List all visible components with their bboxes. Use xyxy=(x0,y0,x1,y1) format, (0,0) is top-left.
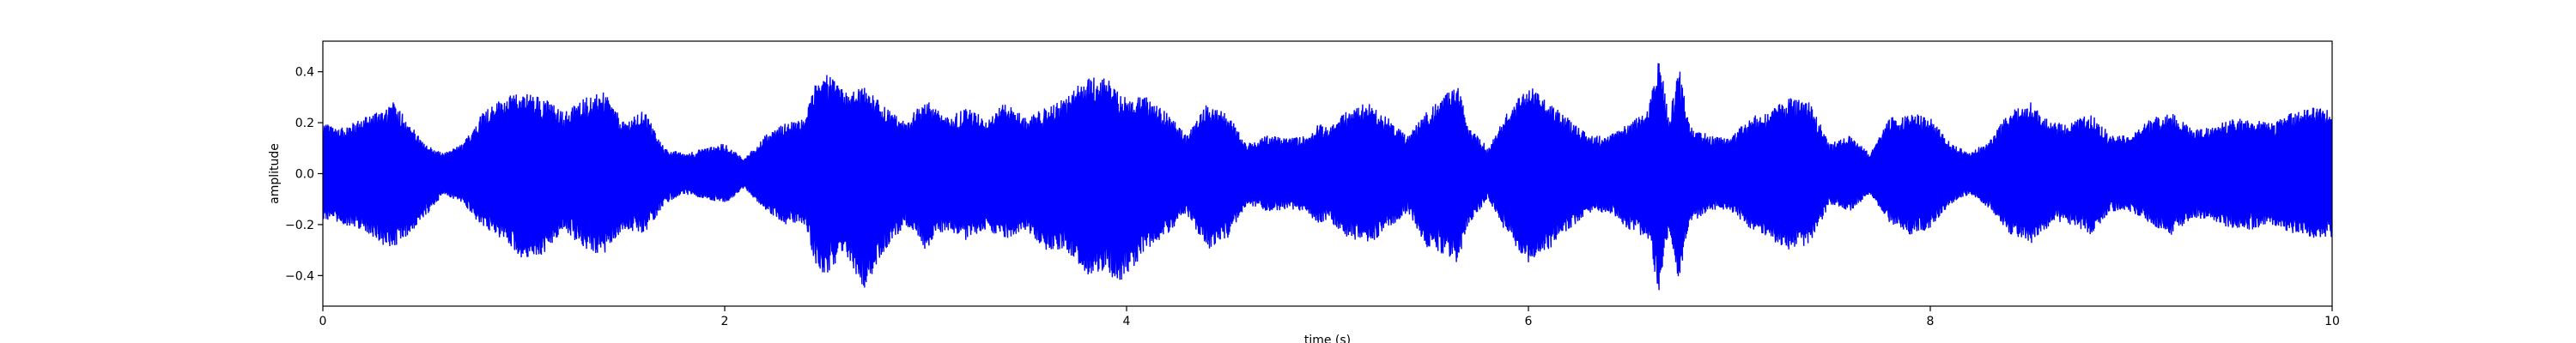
y-tick-label: 0.2 xyxy=(295,117,314,130)
x-tick-label: 4 xyxy=(1123,315,1131,328)
x-axis-title: time (s) xyxy=(1304,334,1351,343)
x-tick-label: 10 xyxy=(2324,315,2340,328)
y-tick-label: 0.0 xyxy=(295,168,314,182)
x-tick-label: 0 xyxy=(319,315,327,328)
y-axis-title: amplitude xyxy=(268,143,282,204)
axes: 0 2 4 6 8 10 −0.4 −0.2 0.0 0.2 0.4 xyxy=(285,40,2340,328)
x-tick-label: 6 xyxy=(1525,315,1533,328)
x-tick-label: 2 xyxy=(721,315,729,328)
waveform-lower-peaks xyxy=(323,183,2332,291)
y-tick-label: −0.4 xyxy=(285,269,314,283)
x-tick-label: 8 xyxy=(1927,315,1935,328)
y-tick-label: −0.2 xyxy=(285,219,314,232)
waveform-upper-peaks xyxy=(323,63,2332,165)
plot-area xyxy=(323,63,2332,291)
y-tick-label: 0.4 xyxy=(295,66,314,80)
